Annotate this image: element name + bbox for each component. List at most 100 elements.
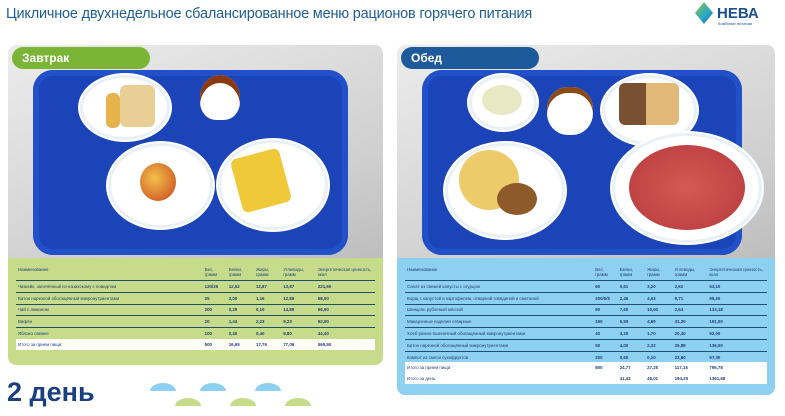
wave-decoration	[200, 383, 226, 391]
table-cell: Салат из свежей капусты с огурцом	[405, 280, 594, 293]
table-cell: Итого за прием пищи:	[405, 362, 594, 374]
table-cell: 24,77	[617, 362, 646, 374]
table-cell: 117,15	[672, 362, 708, 374]
table-cell: 136,00	[707, 338, 767, 352]
breakfast-tag: Завтрак	[12, 47, 150, 69]
table-cell: 100	[202, 327, 227, 339]
lunch-photo: Обед	[397, 45, 775, 258]
table-cell: Батон нарезной обогащённый микронутриент…	[16, 291, 203, 305]
table-cell: Итого за прием пищи:	[16, 338, 203, 350]
table-cell: 221,60	[315, 280, 375, 293]
table-cell: Шницель рубленый мясной	[405, 303, 594, 316]
table-cell: 4,00	[617, 338, 646, 352]
compote-cup	[547, 87, 593, 135]
breakfast-photo: Завтрак	[8, 45, 383, 258]
table-cell: Чизкейк, запечённый по-казахскому с пови…	[16, 280, 203, 293]
table-cell: 200	[593, 350, 618, 363]
page-title: Цикличное двухнедельное сбалансированное…	[6, 6, 533, 22]
table-cell: 1,16	[253, 291, 282, 305]
table-cell: 0,29	[226, 303, 254, 316]
table-cell: 800	[593, 362, 618, 374]
table-cell: 31,30	[672, 315, 708, 328]
table-cell: 2,62	[672, 280, 708, 293]
table-cell: 97,30	[707, 350, 767, 363]
wave-decoration	[255, 383, 281, 391]
table-cell: 10,60	[645, 303, 673, 316]
table-cell: 500	[202, 338, 227, 350]
table-cell: 0,10	[253, 303, 282, 316]
table-row: Батон нарезной обогащённый микронутриент…	[16, 291, 375, 305]
table-row: Компот из смеси сухофруктов 200 0,60 0,10 23…	[405, 350, 767, 363]
column-header: Наименование	[18, 267, 49, 272]
table-row: Чизкейк, запечённый по-казахскому с пови…	[16, 280, 375, 293]
cabbage-salad	[482, 85, 522, 115]
table-cell: 4,80	[645, 315, 673, 328]
table-row: Салат из свежей капусты с огурцом 60 0,61 3…	[405, 280, 767, 293]
table-cell: 77,06	[281, 338, 316, 350]
column-header: Вес, грамм	[595, 267, 608, 277]
table-cell: 62,00	[315, 315, 375, 328]
table-cell: 25	[202, 291, 227, 305]
table-cell: 3,20	[617, 327, 646, 340]
apple	[140, 163, 176, 201]
total-row: Итого за прием пищи: 800 24,77 27,25 117,15 7…	[405, 362, 767, 374]
wafer	[106, 93, 120, 128]
column-header: Жиры, грамм	[255, 267, 270, 277]
lunch-panel: Обед Наименование Вес, грамм Белки, грамм Ж…	[397, 45, 775, 395]
table-cell: 0,10	[645, 350, 673, 363]
table-cell: 200/5/5	[593, 291, 618, 305]
table-cell: 1361,68	[707, 373, 767, 385]
table-cell: 41,42	[617, 373, 646, 385]
column-header: Жиры, грамм	[647, 267, 661, 277]
column-header: Наименование	[407, 267, 438, 272]
logo-name: НЕВА	[717, 5, 759, 22]
table-cell: 53,10	[707, 280, 767, 293]
table-cell: 13,87	[281, 280, 316, 293]
table-cell: 25,88	[672, 338, 708, 352]
table-cell: 1,70	[645, 327, 673, 340]
table-cell: 16,65	[226, 338, 254, 350]
table-cell: 7,60	[617, 303, 646, 316]
table-cell: 60	[593, 280, 618, 293]
table-cell: 20,40	[672, 327, 708, 340]
total-row: Итого за прием пищи: 500 16,65 17,76 77,06 56…	[16, 338, 375, 350]
table-cell: 0,60	[617, 350, 646, 363]
table-cell: 795,78	[707, 362, 767, 374]
table-cell: 0,40	[226, 327, 254, 339]
lunch-tag: Обед	[401, 47, 539, 69]
table-cell: 565,90	[315, 338, 375, 350]
table-cell: 9,80	[281, 327, 316, 339]
table-cell: 9,71	[672, 291, 708, 305]
breakfast-table: Наименование Вес, грамм Белки, грамм Жиры, …	[8, 258, 383, 365]
table-cell: 2,00	[226, 291, 254, 305]
table-cell: 68,00	[315, 291, 375, 305]
table-cell: 14,89	[281, 303, 316, 316]
logo-subtitle: Комбинат питания	[718, 21, 753, 26]
table-row: Батон нарезной обогащённый микронутриент…	[405, 338, 767, 352]
table-cell: 90	[593, 303, 618, 316]
table-cell: Макаронные изделия отварные	[405, 315, 594, 328]
column-header: Вес, грамм	[204, 267, 218, 277]
table-cell: 23,60	[672, 350, 708, 363]
table-cell: 95,20	[707, 291, 767, 305]
table-cell: 20	[202, 315, 227, 328]
table-row: Шницель рубленый мясной 90 7,60 10,60 2,64 13…	[405, 303, 767, 316]
table-cell: 27,25	[645, 362, 673, 374]
table-cell: 50	[593, 338, 618, 352]
table-cell: 191,00	[707, 315, 767, 328]
table-cell	[593, 373, 618, 385]
wave-decoration	[150, 383, 176, 391]
table-row: Чай с лимоном 200 0,29 0,10 14,89 66,90	[16, 303, 375, 316]
table-cell: 9,23	[281, 315, 316, 328]
table-cell: 194,25	[672, 373, 708, 385]
table-row: Вафли 20 1,44 2,23 9,23 62,00	[16, 315, 375, 328]
column-header: Углеводы, грамм	[283, 267, 304, 277]
table-cell: 2,46	[617, 291, 646, 305]
table-cell: 12,52	[226, 280, 254, 293]
neva-logo: НЕВА Комбинат питания	[695, 2, 785, 28]
table-cell: Хлеб ржано-пшеничный обогащённый микрону…	[405, 327, 594, 340]
table-row: Яблоко свежее 100 0,40 0,40 9,80 44,40	[16, 327, 375, 339]
table-cell: 66,90	[315, 303, 375, 316]
table-cell: 133,18	[707, 303, 767, 316]
table-cell: Итого за день:	[405, 373, 594, 385]
